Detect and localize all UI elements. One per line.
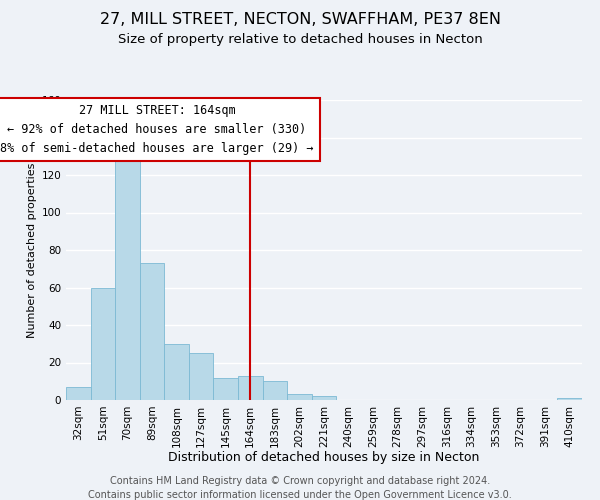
Bar xyxy=(263,381,287,400)
X-axis label: Distribution of detached houses by size in Necton: Distribution of detached houses by size … xyxy=(169,451,479,464)
Bar xyxy=(238,376,263,400)
Bar xyxy=(91,288,115,400)
Bar xyxy=(189,353,214,400)
Bar xyxy=(557,398,582,400)
Bar xyxy=(164,344,189,400)
Text: 27, MILL STREET, NECTON, SWAFFHAM, PE37 8EN: 27, MILL STREET, NECTON, SWAFFHAM, PE37 … xyxy=(100,12,500,28)
Bar xyxy=(287,394,312,400)
Text: Contains HM Land Registry data © Crown copyright and database right 2024.: Contains HM Land Registry data © Crown c… xyxy=(110,476,490,486)
Bar xyxy=(66,387,91,400)
Bar xyxy=(214,378,238,400)
Text: Size of property relative to detached houses in Necton: Size of property relative to detached ho… xyxy=(118,32,482,46)
Text: Contains public sector information licensed under the Open Government Licence v3: Contains public sector information licen… xyxy=(88,490,512,500)
Bar xyxy=(312,396,336,400)
Bar xyxy=(140,263,164,400)
Text: 27 MILL STREET: 164sqm
← 92% of detached houses are smaller (330)
8% of semi-det: 27 MILL STREET: 164sqm ← 92% of detached… xyxy=(0,104,314,155)
Y-axis label: Number of detached properties: Number of detached properties xyxy=(27,162,37,338)
Bar xyxy=(115,158,140,400)
